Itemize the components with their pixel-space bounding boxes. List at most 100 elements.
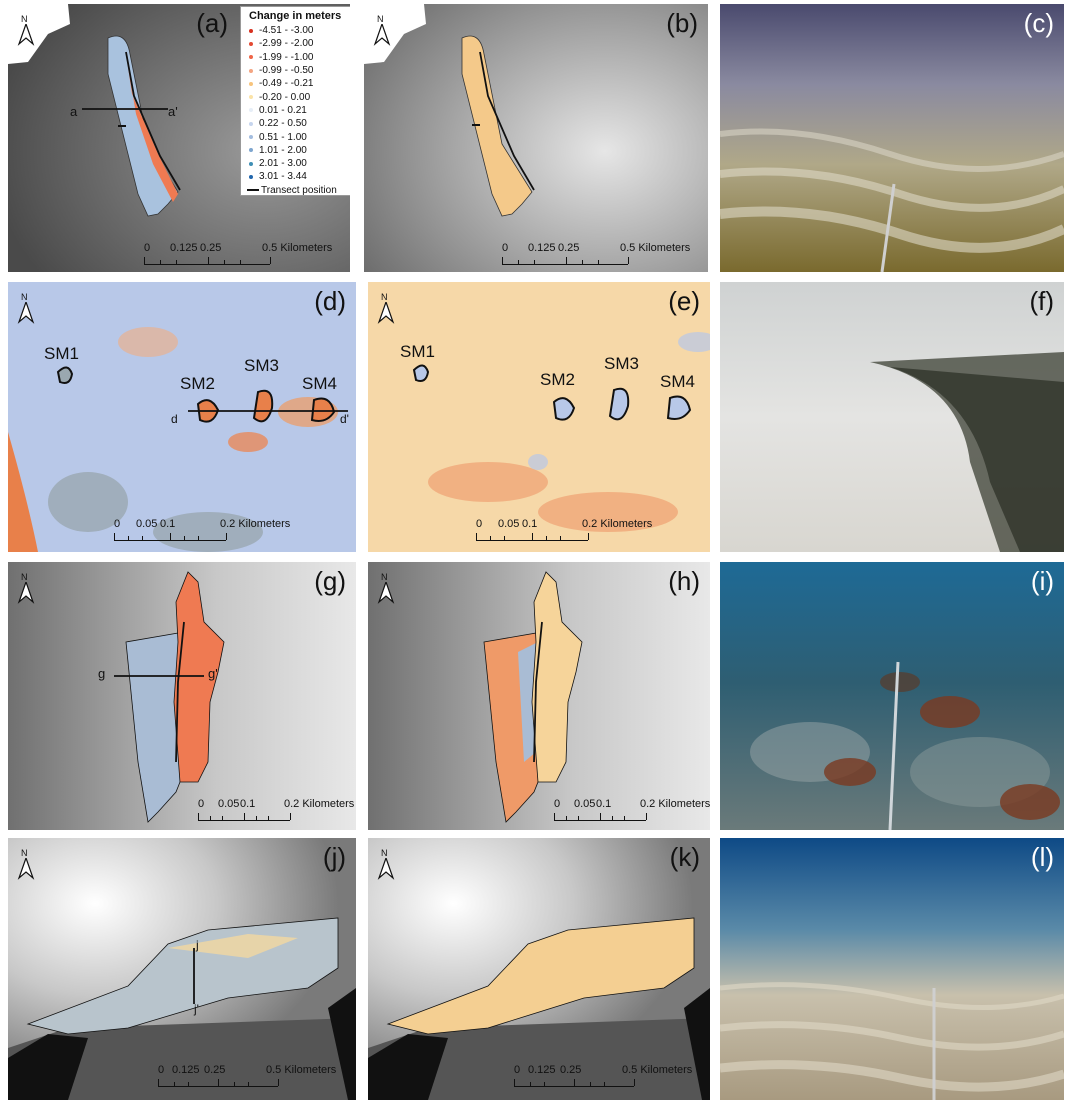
panel-c-photo: (c) [720,4,1064,272]
legend-swatch [249,95,253,100]
scale-label: 0.25 [200,242,222,254]
scale-bar: 0 0.125 0.25 0.5 Kilometers [514,1064,706,1087]
north-arrow-icon [373,24,391,46]
sand-mound-label: SM2 [540,370,575,389]
legend-swatch [249,41,253,46]
legend-row: -2.99 - -2.00 [245,37,347,50]
scale-label: 0.2 Kilometers [220,518,291,530]
legend-label: -0.20 - 0.00 [259,91,311,103]
sand-mound-label: SM2 [180,374,215,393]
panel-i-photo: (i) [720,562,1064,830]
scale-label: 0.05 [574,798,596,810]
north-arrow-icon [17,582,35,604]
land-mass [364,4,426,64]
transect-a-end-label: a' [168,104,178,119]
north-letter: N [377,14,384,24]
north-arrow-icon [17,858,35,880]
map-legend: Change in meters -4.51 - -3.00 -2.99 - -… [240,6,350,196]
north-arrow-icon [377,302,395,324]
legend-row: 3.01 - 3.44 [245,170,347,183]
legend-row: 0.51 - 1.00 [245,130,347,143]
bathymetry-background [368,562,710,830]
panel-label: (j) [322,842,346,872]
north-arrow: N [376,292,396,324]
scale-label: 0.25 [558,242,580,254]
transect-a-line [82,108,168,127]
panel-e-map: N SM1 SM2 SM3 SM4 (e) 0 0.05 0.1 0.2 Kil… [368,282,710,552]
panel-label: (l) [1030,842,1054,872]
legend-row: 0.01 - 0.21 [245,104,347,117]
scale-label: 0.5 Kilometers [266,1064,337,1076]
scale-bar: 0 0.05 0.1 0.2 Kilometers [114,518,294,541]
transect-j-end-label: j' [194,1002,199,1016]
scale-label: 0.125 [528,1064,556,1076]
north-arrow: N [376,848,396,880]
scale-label: 0.1 [240,798,256,810]
legend-transect-line [247,189,259,192]
sand-mound-label: SM4 [660,372,695,391]
scale-label: 0.5 Kilometers [262,242,333,254]
legend-label: -0.99 - -0.50 [259,65,314,77]
north-letter: N [21,14,28,24]
scale-label: 0.05 [136,518,158,530]
panel-d-map: N SM1 SM2 SM3 SM4 d d' (d) 0 0.05 0.1 0.… [8,282,356,552]
legend-swatch [249,135,253,140]
panel-j-map: N j j' (j) 0 0.125 0.25 0.5 Kilometers [8,838,356,1100]
legend-row: 0.22 - 0.50 [245,117,347,130]
bathymetry-background [8,838,356,1100]
panel-a-map: N a a' Change in meters -4.51 - -3.00 -2… [8,4,350,272]
sand-mound-label: SM1 [44,344,79,363]
north-arrow: N [16,572,36,604]
scale-label: 0.5 Kilometers [620,242,691,254]
north-letter: N [381,572,388,582]
scale-label: 0 [198,798,205,810]
north-arrow-icon [17,302,35,324]
scale-bar: 0 0.125 0.25 0.5 Kilometers [144,242,344,265]
seabed-photo-rocky-algae [720,562,1064,830]
north-arrow-icon [377,858,395,880]
seabed-photo-sand-ripples [720,4,1064,272]
sand-mound-label: SM3 [604,354,639,373]
scale-label: 0.05 [498,518,520,530]
scale-bar: 0 0.05 0.1 0.2 Kilometers [554,798,710,821]
panel-h-map: N (h) 0 0.05 0.1 0.2 Kilometers [368,562,710,830]
legend-swatch [249,108,253,113]
scale-label: 0.25 [204,1064,226,1076]
legend-row: -0.99 - -0.50 [245,64,347,77]
north-arrow: N [16,292,36,324]
legend-label: 1.01 - 2.00 [259,144,307,156]
legend-row: 2.01 - 3.00 [245,157,347,170]
legend-swatch [249,161,253,166]
panel-f-photo: (f) [720,282,1064,552]
scale-label: 0.1 [522,518,538,530]
legend-rows: -4.51 - -3.00 -2.99 - -2.00 -1.99 - -1.0… [245,24,347,197]
legend-swatch [249,148,253,153]
legend-label: -4.51 - -3.00 [259,25,314,37]
legend-swatch [249,28,253,33]
erosion-zone [126,54,178,202]
scale-label: 0.2 Kilometers [582,518,653,530]
legend-label: 0.51 - 1.00 [259,131,307,143]
scale-label: 0 [114,518,121,530]
scale-label: 0.2 Kilometers [284,798,355,810]
scale-label: 0 [476,518,483,530]
bathymetry-background [8,562,356,830]
legend-swatch [249,68,253,73]
legend-label: -0.49 - -0.21 [259,78,314,90]
north-arrow: N [376,572,396,604]
legend-swatch [249,55,253,60]
panel-b-map: N (b) 0 0.125 0.25 0.5 Kilometers [364,4,708,272]
scale-label: 0.1 [160,518,176,530]
bathymetry-background [364,4,708,272]
panel-label: (f) [1029,286,1054,316]
north-letter: N [21,848,28,858]
panel-label: (k) [669,842,700,872]
seabed-photo-seagrass-edge [720,282,1064,552]
sand-mound-label: SM1 [400,342,435,361]
scale-label: 0 [158,1064,165,1076]
north-letter: N [381,292,388,302]
legend-row: -0.49 - -0.21 [245,77,347,90]
legend-label: -1.99 - -1.00 [259,51,314,63]
scale-label: 0.125 [528,242,556,254]
north-letter: N [381,848,388,858]
